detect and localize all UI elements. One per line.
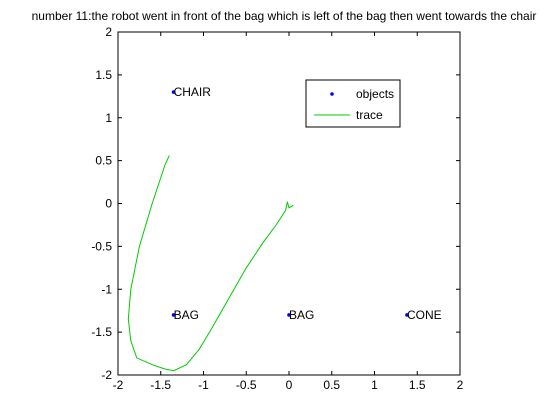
y-tick-label: 1 — [105, 111, 112, 125]
object-label: BAG — [289, 308, 314, 322]
x-tick-label: -1 — [198, 378, 209, 392]
object-marker — [171, 313, 176, 317]
y-tick-label: 2 — [105, 25, 112, 39]
y-tick-label: -1 — [101, 282, 112, 296]
legend-objects-marker — [330, 92, 334, 96]
axes-box — [117, 31, 461, 376]
x-tick-label: 0.5 — [323, 378, 340, 392]
y-tick-label: 0.5 — [95, 154, 112, 168]
chart-title: number 11:the robot went in front of the… — [32, 9, 537, 23]
x-tick-label: 0 — [286, 378, 293, 392]
object-marker — [405, 313, 409, 317]
x-tick-label: 1.5 — [409, 378, 426, 392]
object-label: CONE — [407, 308, 442, 322]
x-tick-label: -0.5 — [236, 378, 257, 392]
x-tick-label: -1.5 — [150, 378, 171, 392]
y-tick-label: -0.5 — [91, 239, 112, 253]
legend-objects-label: objects — [356, 87, 394, 101]
object-label: CHAIR — [174, 85, 212, 99]
y-tick-label: 0 — [105, 197, 112, 211]
object-marker — [171, 90, 176, 94]
trace-line — [127, 155, 294, 372]
plot-area: -2 -1.5 -1 -0.5 0 0.5 1 1.5 2 -2 -1.5 -1 -0.5 0 0.5 1 1.… — [91, 25, 463, 392]
y-tick-label: -2 — [101, 368, 112, 382]
x-tick-label: 2 — [457, 378, 464, 392]
x-tick-label: -2 — [113, 378, 124, 392]
x-tick-label: 1 — [371, 378, 378, 392]
object-label: BAG — [174, 308, 199, 322]
legend-trace-label: trace — [356, 108, 383, 122]
y-tick-label: -1.5 — [91, 325, 112, 339]
legend-box — [305, 79, 401, 128]
object-marker — [287, 313, 291, 317]
y-tick-label: 1.5 — [95, 68, 112, 82]
